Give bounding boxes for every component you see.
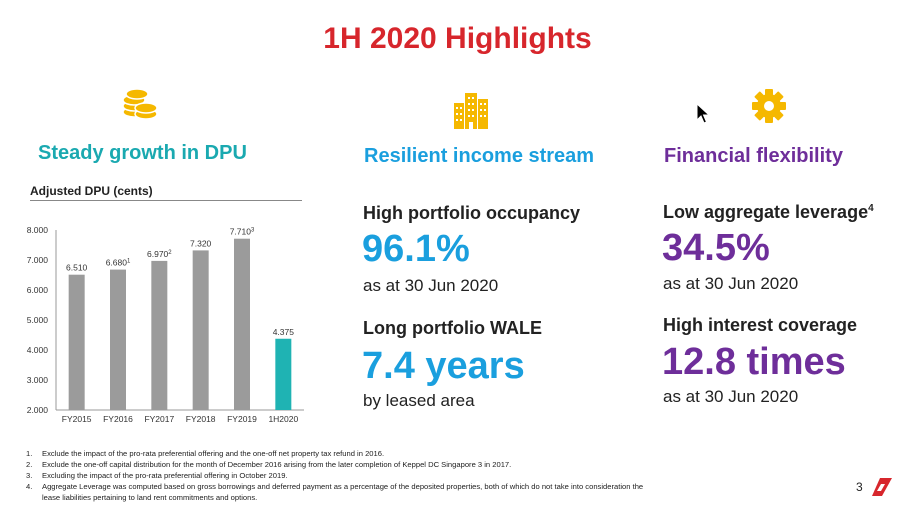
leverage-footnote-ref: 4 — [868, 203, 874, 214]
x-category-label: FY2019 — [227, 414, 257, 424]
y-tick-label: 3.000 — [27, 375, 49, 385]
footnote: 1. Exclude the impact of the pro-rata pre… — [26, 449, 385, 458]
coverage-date: as at 30 Jun 2020 — [663, 387, 799, 406]
financial-column-title: Financial flexibility — [664, 145, 843, 167]
y-tick-label: 4.000 — [27, 345, 49, 355]
footnote: 2. Exclude the one-off capital distributi… — [26, 460, 512, 469]
occupancy-label: High portfolio occupancy — [363, 203, 581, 223]
wale-basis: by leased area — [363, 391, 475, 410]
bar-value-label: 6.9702 — [147, 249, 172, 259]
income-column-title: Resilient income stream — [364, 145, 595, 167]
x-category-label: FY2017 — [144, 414, 174, 424]
x-category-label: FY2016 — [103, 414, 133, 424]
chart-title-divider — [30, 200, 302, 201]
gear-icon — [752, 89, 786, 123]
y-tick-label: 6.000 — [27, 285, 49, 295]
coverage-label: High interest coverage — [663, 315, 858, 335]
mouse-pointer-icon — [696, 103, 710, 124]
bar-value-label: 7.320 — [190, 238, 212, 248]
x-category-label: FY2018 — [186, 414, 216, 424]
chart-title: Adjusted DPU (cents) — [30, 184, 153, 198]
dpu-column-title: Steady growth in DPU — [38, 142, 247, 164]
chart-bar — [234, 238, 250, 410]
bar-value-label: 7.7103 — [230, 227, 255, 237]
coins-icon — [122, 88, 158, 120]
chart-bar — [275, 338, 292, 410]
chart-bar — [192, 250, 209, 410]
coverage-value: 12.8 times — [662, 341, 846, 383]
occupancy-date: as at 30 Jun 2020 — [363, 276, 499, 295]
brand-logo-mark — [872, 478, 892, 496]
bar-value-label: 6.6801 — [106, 258, 131, 268]
wale-label: Long portfolio WALE — [363, 318, 542, 338]
x-category-label: FY2015 — [62, 414, 92, 424]
leverage-value: 34.5% — [662, 227, 770, 269]
y-tick-label: 5.000 — [27, 315, 49, 325]
buildings-icon — [454, 93, 488, 129]
y-tick-label: 2.000 — [27, 405, 49, 415]
footnotes: 1. Exclude the impact of the pro-rata pre… — [26, 448, 826, 503]
y-tick-label: 7.000 — [27, 255, 49, 265]
bar-value-label: 4.375 — [273, 327, 295, 337]
footnote: 4. Aggregate Leverage was computed based … — [26, 482, 644, 491]
footnote: 3. Excluding the impact of the pro-rata p… — [26, 471, 288, 480]
dpu-bar-chart: 8.000 7.000 6.000 5.000 4.000 3.000 2.000 6.510… — [27, 225, 304, 424]
chart-bar — [110, 269, 126, 410]
chart-bar — [68, 274, 85, 410]
slide-title: 1H 2020 Highlights — [323, 22, 592, 55]
footnote: lease liabilities pertaining to land ren… — [42, 493, 258, 502]
chart-bar — [151, 260, 168, 410]
leverage-date: as at 30 Jun 2020 — [663, 274, 799, 293]
bar-value-label: 6.510 — [66, 263, 88, 273]
x-category-label: 1H2020 — [268, 414, 298, 424]
occupancy-value: 96.1% — [362, 228, 470, 270]
leverage-label: Low aggregate leverage4 — [663, 202, 874, 222]
page-number: 3 — [856, 480, 863, 494]
wale-value: 7.4 years — [362, 345, 525, 387]
y-tick-label: 8.000 — [27, 225, 49, 235]
